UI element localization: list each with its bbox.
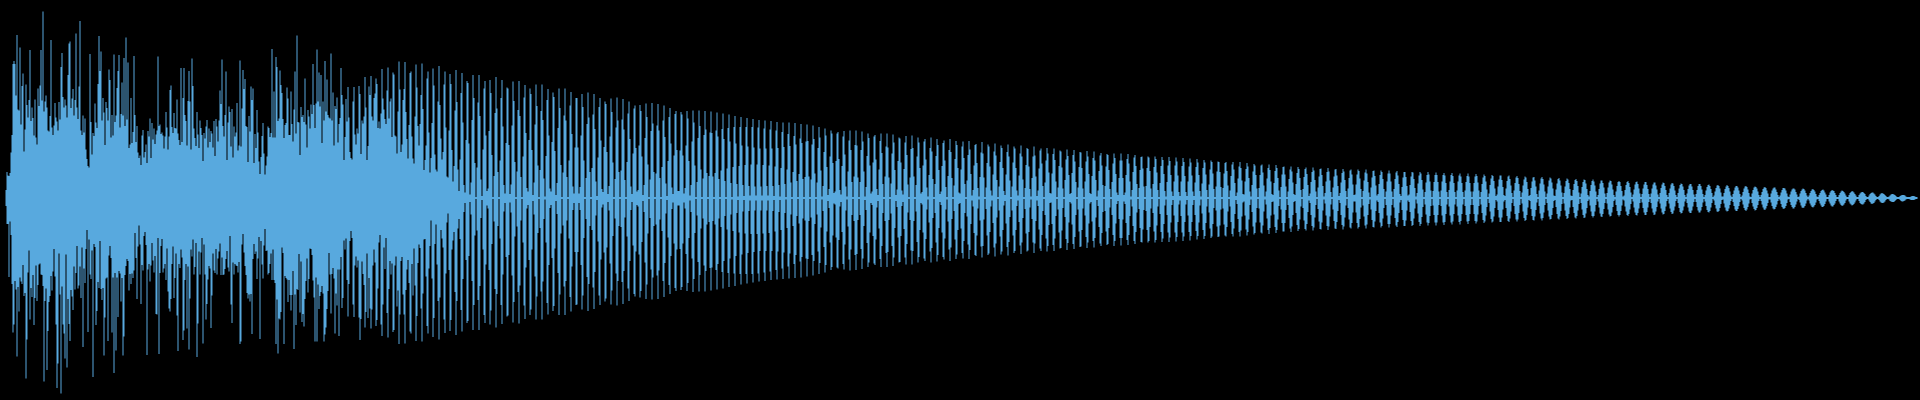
waveform-path bbox=[5, 11, 1918, 394]
